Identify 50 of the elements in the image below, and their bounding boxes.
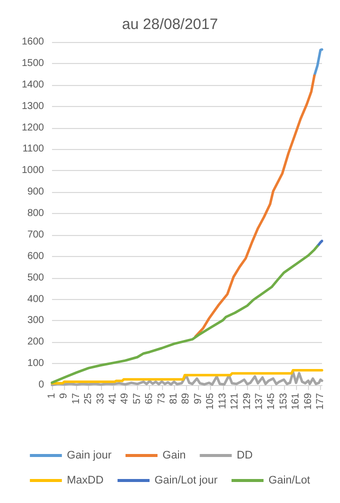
y-tick-label: 600 — [27, 250, 44, 262]
x-tick-label: 97 — [192, 392, 204, 404]
x-tick-label: 1 — [46, 392, 58, 399]
y-tick-label: 500 — [27, 272, 44, 284]
y-tick-label: 1000 — [22, 165, 44, 176]
line-series — [50, 244, 319, 384]
line-series — [194, 74, 316, 338]
legend-label: Gain jour — [66, 450, 112, 462]
y-tick-label: 1100 — [22, 144, 44, 155]
y-tick-label: 300 — [27, 315, 44, 326]
y-tick-label: 1400 — [22, 79, 44, 90]
x-tick-label: 65 — [144, 392, 156, 404]
x-tick-label: 129 — [242, 392, 253, 410]
x-tick-label: 33 — [95, 392, 106, 404]
x-tick-label: 81 — [168, 392, 180, 404]
x-tick-label: 161 — [290, 392, 302, 410]
legend-label: DD — [236, 450, 253, 462]
y-tick-label: 1600 — [22, 36, 44, 48]
x-tick-label: 89 — [180, 392, 192, 404]
x-tick-label: 25 — [83, 392, 94, 404]
y-tick-label: 0 — [38, 380, 44, 390]
chart-title: au 28/08/2017 — [122, 16, 218, 33]
x-tick-label: 137 — [254, 392, 265, 410]
line-series — [313, 48, 324, 77]
legend-label: MaxDD — [66, 474, 104, 486]
x-tick-label: 177 — [314, 392, 326, 410]
legend-label: Gain/Lot — [268, 474, 310, 486]
legend-label: Gain/Lot jour — [154, 474, 218, 486]
x-tick-label: 169 — [302, 392, 314, 410]
x-tick-label: 57 — [132, 392, 143, 404]
x-tick-label: 17 — [70, 392, 82, 404]
x-tick-label: 49 — [120, 392, 131, 404]
x-tick-label: 9 — [58, 392, 70, 399]
x-tick-label: 105 — [205, 392, 216, 410]
y-tick-label: 400 — [27, 294, 44, 305]
y-tick-label: 1200 — [22, 122, 44, 134]
x-tick-label: 153 — [278, 392, 290, 410]
y-tick-label: 900 — [27, 186, 44, 198]
y-tick-label: 1500 — [22, 58, 44, 69]
x-tick-label: 121 — [230, 392, 241, 410]
x-tick-label: 113 — [217, 392, 228, 409]
legend-label: Gain — [162, 450, 186, 462]
y-tick-label: 200 — [27, 336, 44, 348]
x-tick-label: 41 — [108, 392, 119, 404]
x-tick-label: 145 — [266, 392, 278, 410]
y-tick-label: 700 — [27, 229, 44, 240]
y-tick-label: 100 — [27, 358, 44, 370]
y-tick-label: 1300 — [22, 100, 44, 112]
y-tick-label: 800 — [27, 208, 44, 219]
x-tick-label: 73 — [156, 392, 168, 404]
